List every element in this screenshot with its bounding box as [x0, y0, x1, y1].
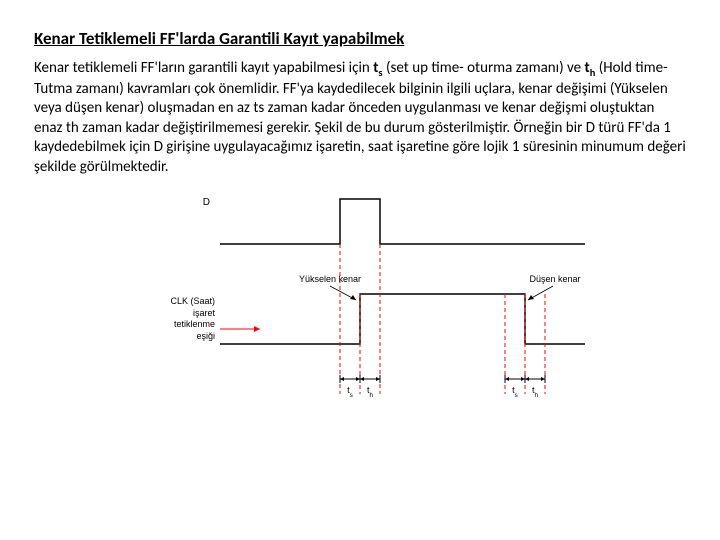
svg-text:işaret: işaret	[193, 308, 216, 318]
svg-text:Düşen kenar: Düşen kenar	[529, 274, 580, 284]
body-paragraph: Kenar tetiklemeli FF'ların garantili kay…	[34, 59, 686, 177]
svg-text:tetiklenme: tetiklenme	[174, 319, 215, 329]
svg-text:th: th	[532, 385, 539, 399]
svg-text:D: D	[203, 197, 210, 208]
timing-diagram-container: D CLK (Saat) işarettetiklenme eşiği Yükselen…	[34, 189, 686, 419]
svg-text:eşiği: eşiği	[196, 331, 215, 341]
svg-text:Yükselen kenar: Yükselen kenar	[299, 274, 361, 284]
svg-text:th: th	[367, 385, 374, 399]
ts-symbol: ts	[373, 59, 382, 77]
text-seg-2: (set up time- oturma zamanı) ve	[383, 59, 585, 77]
svg-text:CLK (Saat): CLK (Saat)	[170, 296, 215, 306]
page-title: Kenar Tetiklemeli FF'larda Garantili Kay…	[34, 28, 686, 49]
timing-diagram: D CLK (Saat) işarettetiklenme eşiği Yükselen…	[130, 189, 590, 419]
svg-text:ts: ts	[512, 385, 518, 399]
th-symbol: th	[585, 59, 596, 77]
text-seg-1: Kenar tetiklemeli FF'ların garantili kay…	[34, 59, 373, 77]
svg-text:ts: ts	[347, 385, 353, 399]
